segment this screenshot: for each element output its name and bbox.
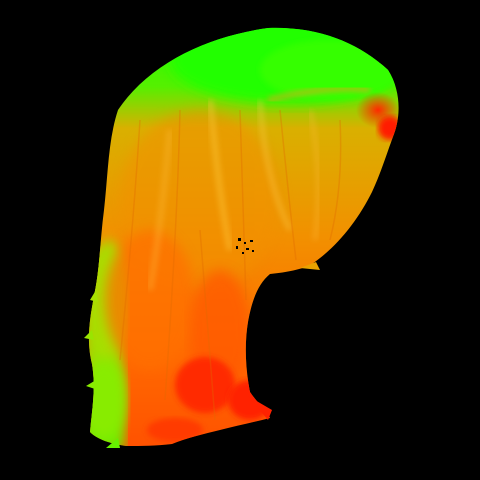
hair-stray-strands [84,262,320,448]
